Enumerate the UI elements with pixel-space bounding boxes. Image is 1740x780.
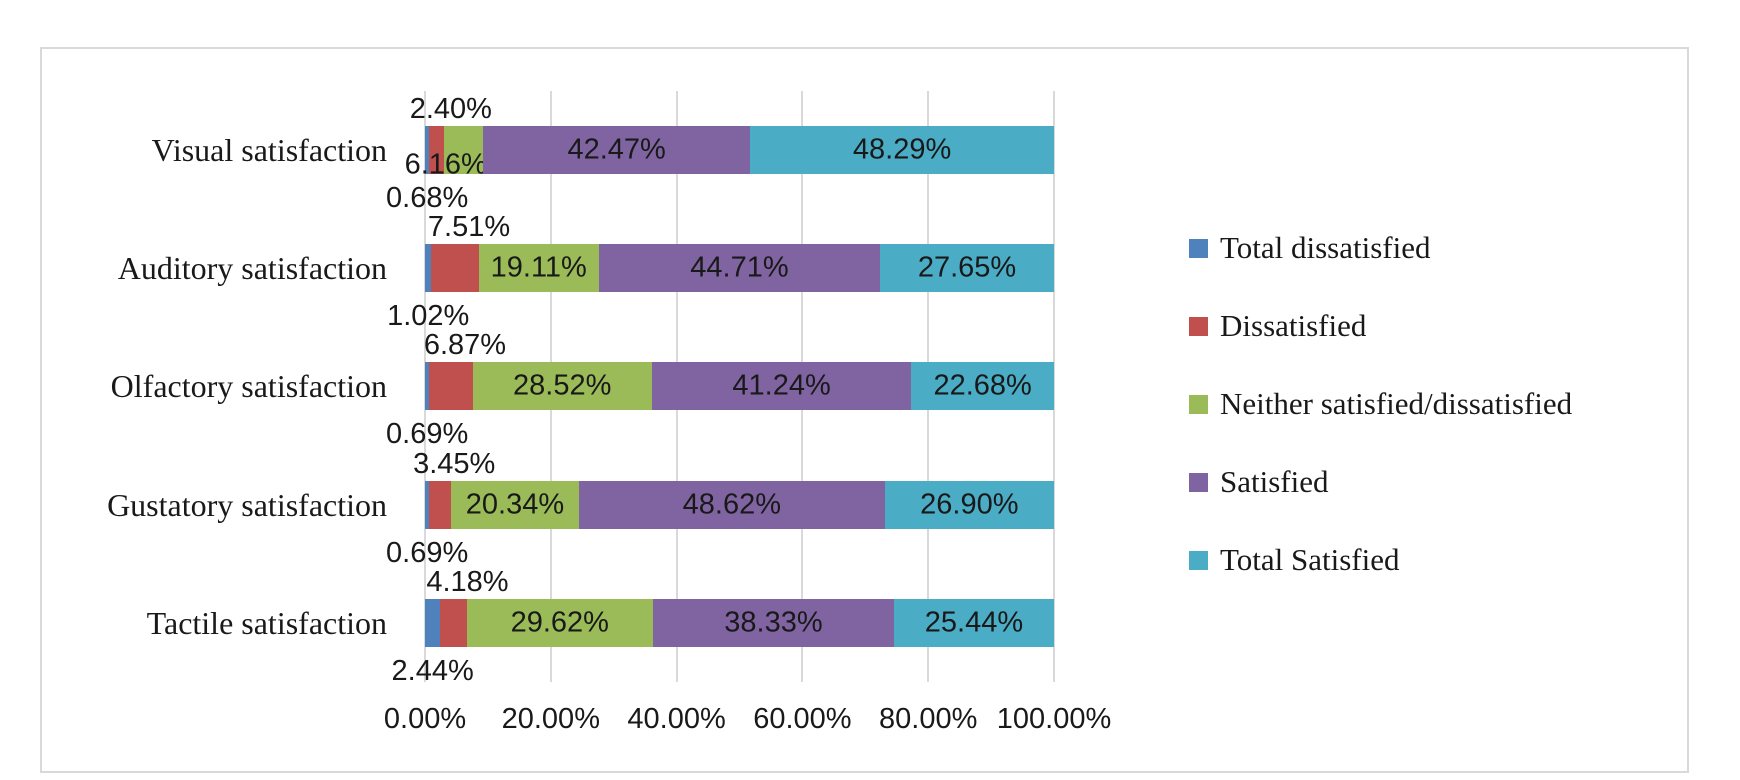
bar-segment-total-satisfied: 22.68% [911, 362, 1054, 411]
data-label: 22.68% [933, 369, 1032, 402]
bar-segment-satisfied: 41.24% [651, 362, 912, 411]
bar-segment-satisfied: 38.33% [652, 598, 894, 647]
data-label: 20.34% [465, 488, 565, 521]
x-axis-tick-label: 0.00% [383, 703, 467, 735]
data-label: 26.90% [920, 488, 1019, 521]
data-label: 27.65% [917, 251, 1017, 284]
data-label: 2.40% [409, 93, 492, 125]
data-label: 6.16% [404, 148, 487, 181]
category-label: Tactile satisfaction [146, 604, 387, 641]
legend-swatch-icon [1189, 238, 1208, 258]
category-label: Olfactory satisfaction [110, 368, 387, 405]
category-label: Visual satisfaction [151, 132, 387, 168]
bar-segment-total-dissatisfied [425, 598, 441, 647]
bar-row: 19.11% 44.71% 27.65% [425, 244, 1054, 293]
data-label: 38.33% [724, 606, 823, 639]
bar-segment-dissatisfied [431, 244, 479, 293]
bar-row: 6.16% 42.47% 48.29% [405, 126, 1054, 181]
bar-segment-total-satisfied: 48.29% [750, 126, 1054, 174]
bar-segment-total-satisfied: 26.90% [884, 480, 1054, 529]
bar-segment-total-satisfied: 27.65% [880, 244, 1054, 293]
data-label: 6.87% [423, 329, 507, 362]
x-axis-tick-label: 60.00% [753, 703, 852, 735]
legend-item-satisfied: Satisfied [1189, 460, 1329, 504]
bar-segment-total-dissatisfied [425, 244, 432, 293]
bar-segment-satisfied: 44.71% [598, 244, 881, 293]
legend-label: Neither satisfied/dissatisfied [1220, 386, 1573, 421]
category-label: Auditory satisfaction [117, 250, 387, 287]
data-label: 41.24% [732, 369, 831, 402]
data-label: 1.02% [387, 300, 470, 333]
data-label: 0.68% [386, 182, 469, 214]
data-label: 29.62% [510, 606, 609, 639]
bar-row: 28.52% 41.24% 22.68% [425, 362, 1054, 411]
legend-swatch-icon [1189, 550, 1208, 570]
data-label: 48.29% [852, 133, 952, 166]
data-label: 7.51% [427, 211, 511, 244]
category-label: Gustatory satisfaction [107, 486, 387, 523]
plot-area: Visual satisfaction 6.16% 42.47% 48.29% 0.68… [42, 49, 1687, 771]
data-label: 28.52% [513, 369, 612, 402]
legend-item-total-satisfied: Total Satisfied [1189, 538, 1400, 582]
x-axis-tick-label: 80.00% [879, 703, 978, 735]
data-label: 44.71% [690, 251, 789, 284]
bar-segment-neither-satisfied-dissatisfied: 6.16% [405, 126, 487, 181]
bar-segment-satisfied: 42.47% [483, 126, 751, 174]
data-label: 3.45% [413, 447, 496, 480]
bar-segment-total-dissatisfied [425, 480, 430, 529]
legend-swatch-icon [1189, 472, 1208, 492]
bar-segment-neither-satisfied-dissatisfied: 28.52% [472, 362, 652, 411]
legend-swatch-icon [1189, 316, 1208, 336]
data-label: 4.18% [426, 565, 509, 598]
legend-label: Dissatisfied [1220, 308, 1367, 343]
data-label: 0.69% [386, 536, 469, 569]
x-axis-tick-label: 20.00% [501, 703, 600, 735]
data-label: 42.47% [567, 133, 666, 166]
bar-segment-total-dissatisfied [425, 126, 430, 174]
bar-segment-neither-satisfied-dissatisfied: 19.11% [478, 244, 599, 293]
data-label: 0.69% [386, 418, 469, 451]
x-gridline [1053, 91, 1055, 682]
bar-segment-total-dissatisfied [425, 362, 430, 411]
bar-segment-dissatisfied [429, 126, 445, 174]
data-label: 48.62% [682, 488, 782, 521]
bar-segment-neither-satisfied-dissatisfied: 29.62% [466, 598, 653, 647]
legend-item-total-dissatisfied: Total dissatisfied [1189, 226, 1431, 270]
bar-segment-dissatisfied [429, 480, 452, 529]
bar-segment-dissatisfied [440, 598, 467, 647]
legend: Total dissatisfied Dissatisfied Neither sa… [42, 49, 1687, 771]
bar-segment-total-satisfied: 25.44% [893, 598, 1054, 647]
x-axis-tick-label: 40.00% [627, 703, 726, 735]
bar-segment-neither-satisfied-dissatisfied: 20.34% [451, 480, 579, 529]
data-label: 19.11% [490, 251, 587, 284]
legend-item-neither-satisfied-dissatisfied: Neither satisfied/dissatisfied [1189, 382, 1572, 426]
chart-area: Visual satisfaction 6.16% 42.47% 48.29% 0.68… [40, 47, 1689, 773]
legend-swatch-icon [1189, 394, 1208, 414]
data-label: 25.44% [924, 606, 1024, 639]
legend-item-dissatisfied: Dissatisfied [1189, 304, 1366, 348]
bar-segment-satisfied: 48.62% [578, 480, 885, 529]
legend-label: Satisfied [1220, 464, 1329, 499]
bar-row: 20.34% 48.62% 26.90% [425, 480, 1054, 529]
data-label: 2.44% [391, 654, 474, 687]
legend-label: Total dissatisfied [1220, 230, 1431, 265]
bar-row: 29.62% 38.33% 25.44% [425, 598, 1054, 647]
bar-segment-dissatisfied [429, 362, 473, 411]
x-axis-tick-label: 100.00% [996, 703, 1112, 735]
legend-label: Total Satisfied [1220, 542, 1400, 577]
